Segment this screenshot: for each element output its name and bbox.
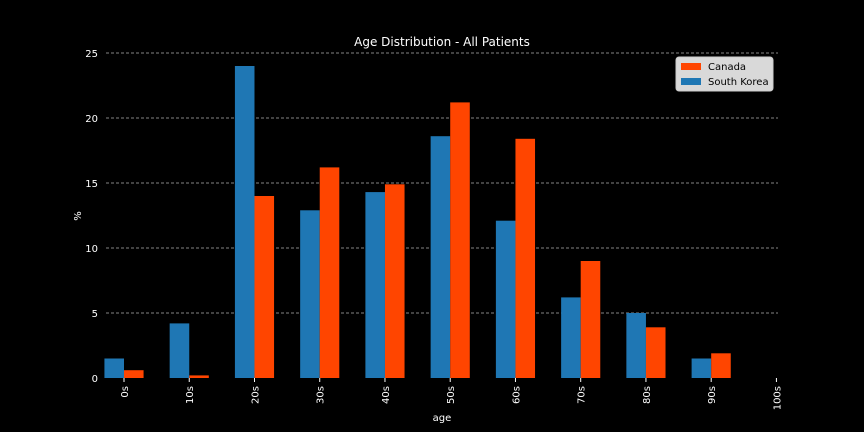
legend-label: Canada <box>708 62 746 73</box>
legend-swatch <box>681 63 701 70</box>
y-ticks: 0 5 10 15 20 25 <box>85 49 98 385</box>
bar-south-korea <box>495 220 516 378</box>
bar-south-korea <box>691 358 712 378</box>
x-axis-label: age <box>433 413 452 424</box>
legend-label: South Korea <box>708 77 769 88</box>
bars <box>104 66 731 379</box>
x-ticks: 0s 10s 20s 30s 40s 50s 60s 70s 80s 90s 100s <box>120 378 783 410</box>
y-tick-label: 20 <box>85 114 98 125</box>
bar-canada <box>645 327 666 378</box>
bar-canada <box>319 167 340 378</box>
x-tick-label: 90s <box>707 386 718 404</box>
bar-south-korea <box>430 136 451 378</box>
x-tick-label: 20s <box>250 386 261 404</box>
y-tick-label: 15 <box>85 179 98 190</box>
bar-south-korea <box>104 358 124 378</box>
bar-canada <box>580 261 601 378</box>
bar-canada <box>189 375 209 378</box>
bar-south-korea <box>169 323 190 378</box>
bar-south-korea <box>234 66 255 378</box>
x-tick-label: 10s <box>185 386 196 404</box>
legend-swatch <box>681 78 701 85</box>
bar-south-korea <box>626 313 646 378</box>
bar-canada <box>384 184 405 378</box>
x-tick-label: 40s <box>381 386 392 404</box>
bar-canada <box>124 370 144 378</box>
y-tick-label: 5 <box>92 309 98 320</box>
chart-title: Age Distribution - All Patients <box>354 35 530 49</box>
y-tick-label: 0 <box>92 374 98 385</box>
bar-canada <box>450 102 470 379</box>
x-tick-label: 60s <box>511 386 522 404</box>
bar-canada <box>254 196 275 378</box>
y-tick-label: 10 <box>85 244 98 255</box>
y-tick-label: 25 <box>85 49 98 60</box>
bar-canada <box>711 353 731 378</box>
bar-south-korea <box>300 210 320 378</box>
bar-south-korea <box>561 297 581 378</box>
bar-south-korea <box>365 192 385 378</box>
x-tick-label: 50s <box>446 386 457 404</box>
x-tick-label: 80s <box>642 386 653 404</box>
bar-canada <box>515 138 536 378</box>
legend: Canada South Korea <box>675 56 774 92</box>
x-tick-label: 30s <box>316 386 327 404</box>
y-axis-label: % <box>73 211 84 221</box>
x-tick-label: 100s <box>772 386 783 410</box>
x-tick-label: 70s <box>577 386 588 404</box>
x-tick-label: 0s <box>120 386 131 398</box>
